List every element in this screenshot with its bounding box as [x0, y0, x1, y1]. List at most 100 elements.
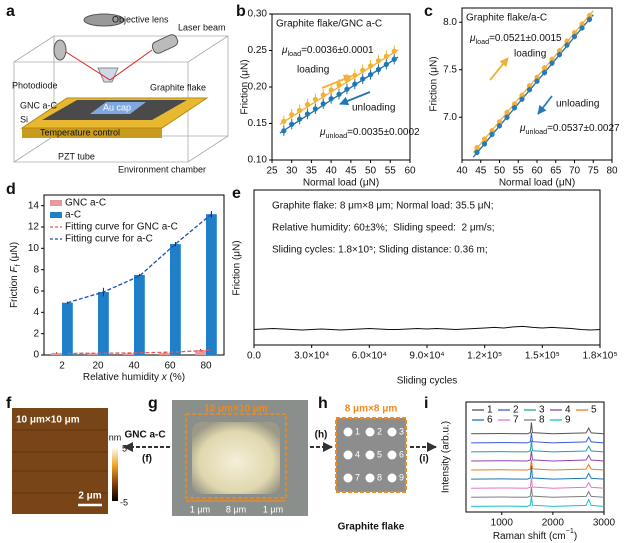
arrow-label: (f) [142, 454, 152, 465]
point [541, 70, 548, 76]
point [336, 91, 342, 97]
line [471, 459, 605, 471]
y-axis-label: Friction (μN) [232, 240, 243, 295]
point [367, 71, 374, 78]
dim-label: 1 μm [263, 504, 283, 514]
point [328, 87, 334, 93]
label: Graphite flake [150, 82, 206, 92]
x-tick-label: 50 [365, 166, 377, 177]
legend-label: Fitting curve for GNC a-C [65, 222, 178, 233]
optical-size: 10 μm×10 μm [204, 404, 268, 415]
panel-letter: a [6, 3, 15, 20]
text-part: load [287, 49, 301, 58]
x-tick-label: 70 [569, 166, 581, 177]
point [534, 74, 540, 80]
annotation: μload=0.0521±0.0015 [469, 33, 562, 47]
point [541, 65, 548, 71]
bar [206, 214, 217, 355]
pattern-caption: Graphite flake [338, 522, 405, 533]
point [304, 111, 311, 117]
annotation: Sliding cycles: 1.8×10⁵; Sliding distanc… [272, 245, 488, 256]
arrow-label: (h) [315, 430, 328, 441]
pattern: 8 μm×8 μm Graphite flake (i) 1 2 3 4 5 6 7 8 9 [335, 404, 437, 533]
afm-image: 10 μm×10 μm 2 μm nm 5 -5 [12, 408, 128, 514]
x-tick-label: 55 [513, 166, 525, 177]
series-label: loading [514, 49, 546, 60]
text-part: (%) [167, 372, 185, 383]
photodiode [53, 39, 67, 61]
direction-arrow [339, 91, 371, 106]
text-part: μ [281, 45, 288, 56]
x-tick-label: 3.0×10⁴ [294, 351, 329, 362]
direction-arrow [321, 74, 353, 89]
point [571, 30, 578, 36]
point [391, 48, 397, 54]
bar [123, 353, 134, 355]
point [289, 112, 295, 118]
x-tick-label: 9.0×10⁴ [409, 351, 444, 362]
point [344, 86, 350, 92]
spot-label: 3 [399, 426, 404, 436]
y-tick-label: 8 [33, 264, 39, 275]
fit-curve [67, 349, 212, 355]
series-label: unloading [352, 103, 395, 114]
spot-label: 1 [355, 426, 360, 436]
x-tick-label: 1.2×10⁵ [467, 351, 502, 362]
x-axis-label: Normal load (μN) [303, 178, 379, 189]
label: Environment chamber [118, 164, 206, 174]
panel-letter: d [6, 181, 16, 198]
point [320, 101, 326, 107]
y-tick-label: 7.0 [443, 112, 457, 123]
label: Au cap [103, 102, 131, 112]
legend-swatch [50, 200, 62, 206]
point [519, 96, 525, 102]
point [556, 51, 563, 58]
legend-label: 5 [591, 405, 597, 416]
flake [192, 422, 280, 494]
laser [151, 34, 179, 54]
text-part: μ [519, 123, 526, 134]
line [471, 440, 605, 453]
label: Photodiode [12, 80, 58, 90]
spot [365, 450, 375, 460]
legend-label: a-C [65, 210, 81, 221]
y-axis-label: Friction Ff (μN) [9, 242, 23, 308]
y-tick-label: 0.20 [248, 82, 268, 93]
annotation: μunload=0.0035±0.0002 [319, 127, 420, 141]
line [471, 486, 605, 498]
spot [387, 450, 397, 460]
spot-label: 6 [399, 449, 404, 459]
spot [387, 473, 397, 483]
spot [365, 473, 375, 483]
point [489, 127, 495, 134]
plot-frame [253, 189, 601, 346]
y-tick-label: 7.5 [443, 64, 457, 75]
x-tick-label: 40 [128, 361, 140, 372]
bar [170, 244, 181, 355]
x-tick-label: 60 [531, 166, 543, 177]
annotation: μunload=0.0537±0.0027 [519, 123, 620, 137]
point [474, 145, 480, 151]
y-tick-label: 8.0 [443, 17, 457, 28]
cantilever [97, 67, 119, 83]
point [526, 83, 533, 89]
bar [62, 302, 73, 355]
spot-label: 7 [355, 472, 360, 482]
afm-size: 10 μm×10 μm [16, 415, 80, 426]
legend-label: 1 [487, 405, 493, 416]
text-part: Friction [9, 272, 20, 308]
text-part: −1 [566, 526, 574, 535]
x-tick-label: 25 [266, 166, 278, 177]
legend-label: GNC a-C [65, 198, 106, 209]
point [281, 128, 287, 134]
point [320, 92, 326, 98]
y-tick-label: 0 [33, 350, 39, 361]
x-tick-label: 75 [588, 166, 600, 177]
label: Si [20, 114, 28, 124]
colorbar-unit: nm [109, 432, 122, 442]
spot-label: 5 [377, 449, 382, 459]
line [471, 477, 605, 489]
x-tick-label: 80 [200, 361, 212, 372]
x-axis-label: Sliding cycles [397, 376, 458, 387]
panel-letter: i [424, 395, 428, 412]
